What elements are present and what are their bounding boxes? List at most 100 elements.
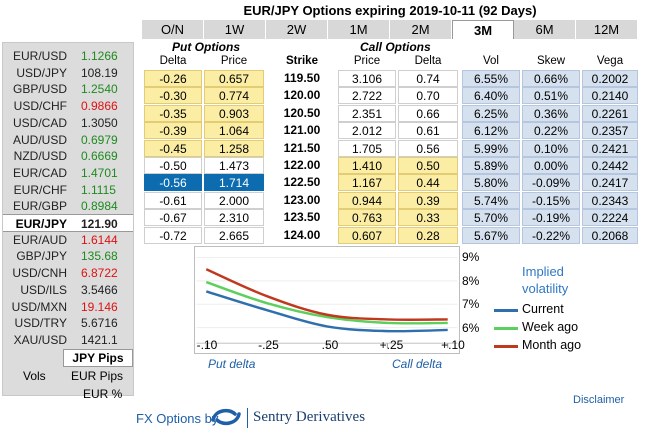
cell-strike: 121.50	[283, 140, 321, 155]
table-row[interactable]: -0.39 1.064 121.00 2.012 0.61 6.12% 0.22% 0.235…	[142, 122, 638, 140]
table-row[interactable]: -0.56 1.714 122.50 1.167 0.44 5.80% -0.09% 0.24…	[142, 174, 638, 192]
currency-pair-item[interactable]: EUR/USD 1.1266	[3, 47, 133, 65]
tab-6m[interactable]: 6M	[514, 20, 576, 39]
currency-pair-item[interactable]: USD/CAD 1.3050	[3, 114, 133, 132]
currency-pair-item[interactable]: EUR/CHF 1.1115	[3, 181, 133, 199]
currency-pair-item[interactable]: USD/ILS 3.5466	[3, 281, 133, 299]
tab-1m[interactable]: 1M	[328, 20, 390, 39]
cell-strike: 119.50	[283, 71, 321, 85]
cell-vega: 0.2343	[582, 191, 638, 209]
table-row[interactable]: -0.45 1.258 121.50 1.705 0.56 5.99% 0.10% 0.242…	[142, 139, 638, 158]
series-line-current	[205, 290, 448, 333]
table-row[interactable]: -0.67 2.310 123.50 0.763 0.33 5.70% -0.19% 0.22…	[142, 209, 638, 227]
table-row[interactable]: -0.35 0.903 120.50 2.351 0.66 6.25% 0.36% 0.226…	[142, 104, 638, 123]
currency-pair-item[interactable]: EUR/GBP 0.8984	[3, 197, 133, 215]
chart-y-tick-label: 8%	[462, 273, 480, 288]
eur-percent-option[interactable]: EUR %	[83, 387, 123, 401]
currency-pair-price: 1.1115	[81, 182, 116, 197]
tab-on[interactable]: O/N	[142, 20, 204, 39]
tab-3m[interactable]: 3M	[452, 20, 514, 39]
brand-separator	[247, 408, 248, 428]
table-row[interactable]: -0.26 0.657 119.50 3.106 0.74 6.55% 0.66% 0.200…	[142, 70, 638, 88]
currency-pair-name: EUR/AUD	[12, 232, 67, 247]
cell-call-price: 0.607	[338, 226, 396, 244]
cell-vol: 5.74%	[462, 191, 520, 209]
chart-legend-title: Implied volatility	[522, 264, 569, 296]
brand-prefix: FX Options by	[136, 411, 219, 426]
cell-put-price: 1.258	[204, 139, 264, 157]
cell-put-delta: -0.35	[144, 104, 202, 122]
currency-pair-name: EUR/JPY	[15, 217, 67, 231]
cell-strike: 123.50	[283, 210, 321, 225]
currency-pair-item[interactable]: AUD/USD 0.6979	[3, 131, 133, 149]
currency-pair-item[interactable]: EUR/JPY 121.90	[3, 214, 133, 232]
cell-put-price: 0.657	[204, 70, 264, 87]
currency-pair-price: 1.2540	[81, 82, 118, 97]
currency-pair-item[interactable]: USD/CNH 6.8722	[3, 264, 133, 282]
currency-pair-item[interactable]: GBP/JPY 135.68	[3, 247, 133, 265]
cell-call-delta: 0.28	[398, 226, 458, 244]
cell-call-price: 1.705	[338, 139, 396, 157]
cell-put-delta: -0.39	[144, 122, 202, 140]
cell-skew: -0.15%	[522, 191, 580, 209]
cell-call-delta: 0.33	[398, 209, 458, 227]
currency-pair-item[interactable]: EUR/CAD 1.4701	[3, 164, 133, 182]
cell-skew: 0.51%	[522, 87, 580, 105]
tab-1w[interactable]: 1W	[204, 20, 266, 39]
table-row[interactable]: -0.61 2.000 123.00 0.944 0.39 5.74% -0.15% 0.23…	[142, 191, 638, 210]
currency-pair-name: USD/CAD	[12, 115, 67, 130]
cell-vol: 6.40%	[462, 87, 520, 105]
cell-call-delta: 0.74	[398, 70, 458, 87]
cell-put-delta: -0.50	[144, 157, 202, 174]
currency-pair-name: EUR/GBP	[12, 199, 67, 214]
cell-call-delta: 0.39	[398, 191, 458, 209]
cell-call-price: 1.410	[338, 157, 396, 174]
currency-pair-item[interactable]: USD/MXN 19.146	[3, 298, 133, 316]
currency-pair-item[interactable]: USD/JPY 108.19	[3, 64, 133, 82]
cell-vega: 0.2417	[582, 174, 638, 192]
cell-put-price: 2.665	[204, 226, 264, 244]
currency-pair-price: 121.90	[81, 217, 118, 231]
cell-vol: 5.89%	[462, 157, 520, 174]
currency-pair-item[interactable]: USD/CHF 0.9866	[3, 97, 133, 115]
currency-pair-name: USD/CHF	[13, 99, 67, 114]
currency-pair-item[interactable]: USD/TRY 5.6716	[3, 314, 133, 332]
table-row[interactable]: -0.50 1.473 122.00 1.410 0.50 5.89% 0.00% 0.244…	[142, 157, 638, 175]
currency-pair-name: USD/JPY	[16, 65, 67, 80]
cell-call-delta: 0.56	[398, 139, 458, 157]
cell-call-price: 2.351	[338, 104, 396, 122]
cell-skew: 0.66%	[522, 70, 580, 87]
disclaimer-link[interactable]: Disclaimer	[573, 394, 625, 406]
currency-pair-price: 0.6669	[81, 149, 118, 164]
currency-pair-price: 108.19	[81, 65, 118, 80]
cell-vol: 6.12%	[462, 122, 520, 140]
tab-2w[interactable]: 2W	[266, 20, 328, 39]
cell-put-price: 2.000	[204, 191, 264, 209]
table-row[interactable]: -0.30 0.774 120.00 2.722 0.70 6.40% 0.51% 0.214…	[142, 87, 638, 105]
eur-pips-option[interactable]: EUR Pips	[71, 369, 124, 383]
currency-pair-item[interactable]: EUR/AUD 1.6144	[3, 231, 133, 249]
currency-pair-price: 3.5466	[81, 282, 118, 297]
tab-2m[interactable]: 2M	[390, 20, 452, 39]
cell-vega: 0.2421	[582, 139, 638, 157]
cell-put-delta: -0.67	[144, 209, 202, 227]
cell-vol: 6.25%	[462, 104, 520, 122]
currency-pair-name: AUD/USD	[12, 132, 67, 147]
tab-12m[interactable]: 12M	[576, 20, 638, 39]
cell-call-delta: 0.66	[398, 104, 458, 122]
currency-pair-item[interactable]: NZD/USD 0.6669	[3, 147, 133, 165]
cell-vega: 0.2140	[582, 87, 638, 105]
vols-label: Vols	[23, 369, 46, 383]
chart-y-tick-label: 7%	[462, 297, 480, 312]
jpy-pips-button[interactable]: JPY Pips	[63, 349, 133, 367]
cell-put-delta: -0.30	[144, 87, 202, 105]
chart-x-tick-label: -.10	[196, 338, 218, 352]
cell-strike: 120.00	[283, 88, 321, 103]
currency-pair-item[interactable]: GBP/USD 1.2540	[3, 80, 133, 98]
currency-pair-item[interactable]: XAU/USD 1421.1	[3, 331, 133, 349]
cell-skew: -0.19%	[522, 209, 580, 227]
table-row[interactable]: -0.72 2.665 124.00 0.607 0.28 5.67% -0.22% 0.20…	[142, 226, 638, 245]
cell-call-delta: 0.70	[398, 87, 458, 105]
options-table: Put Options Call Options Delta Price Strik…	[142, 40, 638, 244]
currency-pair-price: 1.3050	[81, 115, 118, 130]
